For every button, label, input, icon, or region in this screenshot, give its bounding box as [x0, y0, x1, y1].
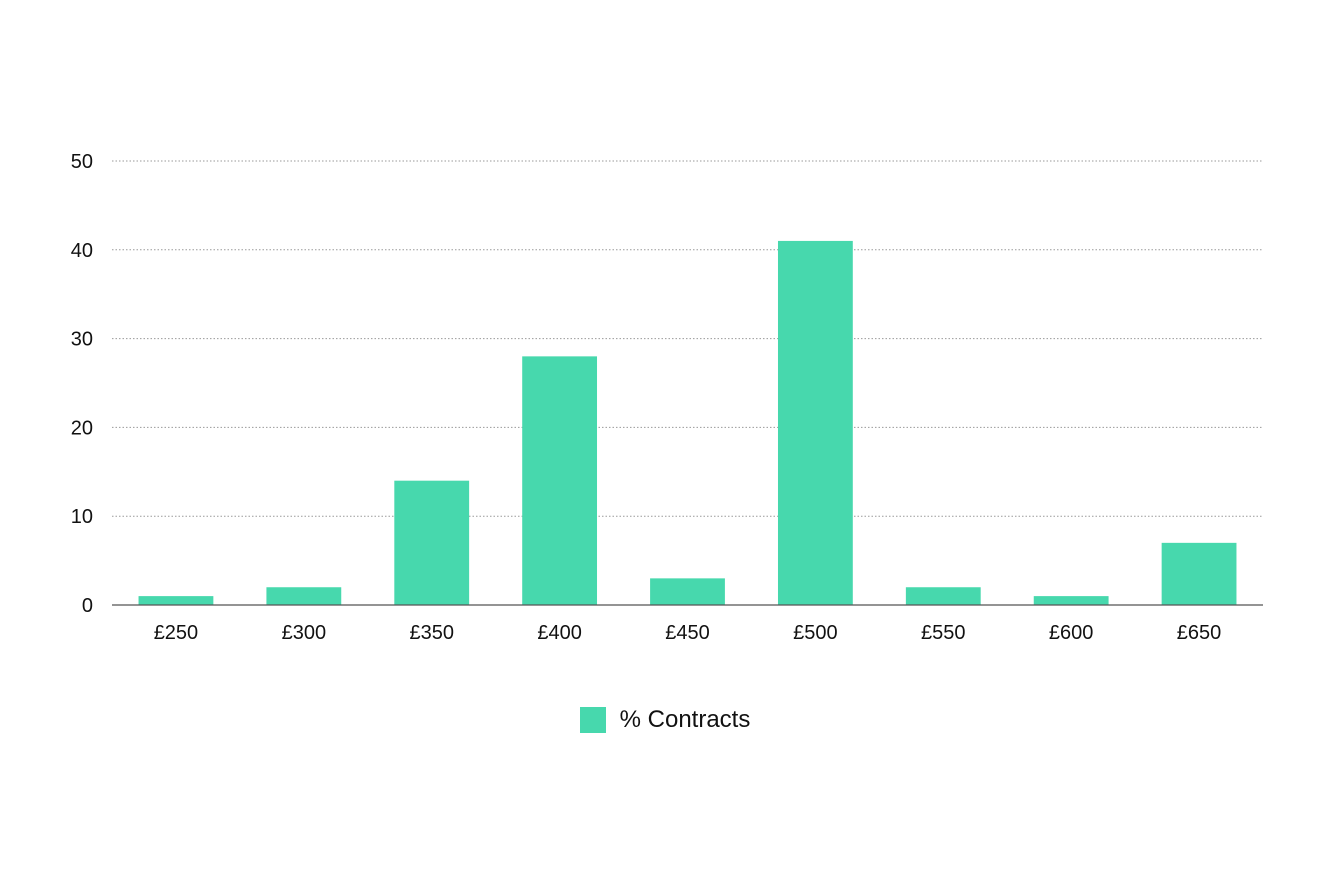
gridlines: [112, 160, 1263, 517]
y-tick-label: 50: [71, 151, 93, 173]
x-tick-label: £550: [921, 622, 966, 644]
y-tick-label: 20: [71, 417, 93, 439]
bar: [394, 480, 470, 605]
x-tick-label: £600: [1049, 622, 1094, 644]
axes: 0 10 20 30 40 50 £250 £300 £350 £400 £450 £500 £550 £…: [71, 151, 1263, 644]
legend-swatch: [579, 707, 606, 733]
bar-chart: 0 10 20 30 40 50 £250 £300 £350 £400 £450 £500 £550 £…: [71, 151, 1263, 644]
bar: [1161, 542, 1237, 605]
bar: [1033, 596, 1109, 605]
y-tick-label: 30: [71, 329, 93, 351]
y-tick-label: 0: [82, 595, 93, 617]
y-tick-label: 10: [71, 506, 93, 528]
x-tick-label: £250: [154, 622, 199, 644]
x-tick-label: £500: [793, 622, 838, 644]
bars: [138, 240, 1237, 606]
bar: [650, 578, 725, 605]
legend: % Contracts: [0, 706, 1330, 734]
bar: [266, 587, 342, 605]
bar: [777, 240, 853, 606]
x-tick-label: £450: [665, 622, 710, 644]
x-tick-label: £300: [282, 622, 327, 644]
bar: [522, 356, 598, 605]
bar: [905, 587, 981, 605]
legend-label: % Contracts: [619, 706, 751, 733]
x-tick-label: £650: [1177, 622, 1222, 644]
bar: [138, 596, 214, 605]
x-tick-label: £400: [537, 622, 582, 644]
y-tick-label: 40: [71, 240, 93, 262]
x-tick-label: £350: [409, 622, 454, 644]
